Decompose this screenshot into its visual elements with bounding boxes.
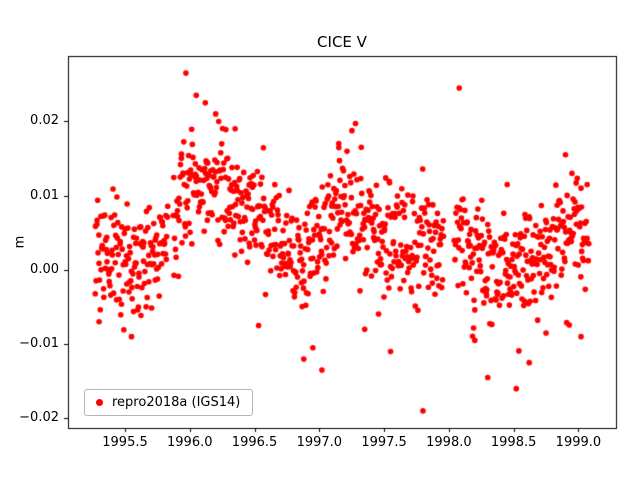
x-tick-label: 1995.5 — [102, 435, 148, 450]
chart-title: CICE V — [317, 33, 367, 51]
legend-marker-dot — [96, 399, 103, 406]
x-tick-label: 1997.0 — [296, 435, 343, 450]
x-tick-label: 1998.5 — [490, 435, 537, 450]
x-tick-label: 1998.0 — [426, 435, 472, 450]
y-tick-label: 0.01 — [30, 187, 59, 203]
x-tick-label: 1996.5 — [231, 435, 278, 450]
x-tick-label: 1997.5 — [361, 435, 407, 450]
legend-label: repro2018a (IGS14) — [112, 395, 241, 410]
y-tick-label: −0.01 — [19, 336, 59, 352]
y-tick-label: 0.02 — [30, 113, 59, 129]
x-tick-label: 1996.0 — [167, 435, 213, 450]
y-tick-label: −0.02 — [19, 410, 59, 426]
legend: repro2018a (IGS14) — [84, 389, 254, 416]
x-tick-label: 1999.0 — [555, 435, 602, 450]
y-tick-label: 0.00 — [30, 261, 59, 277]
y-axis-label: m — [12, 235, 28, 249]
